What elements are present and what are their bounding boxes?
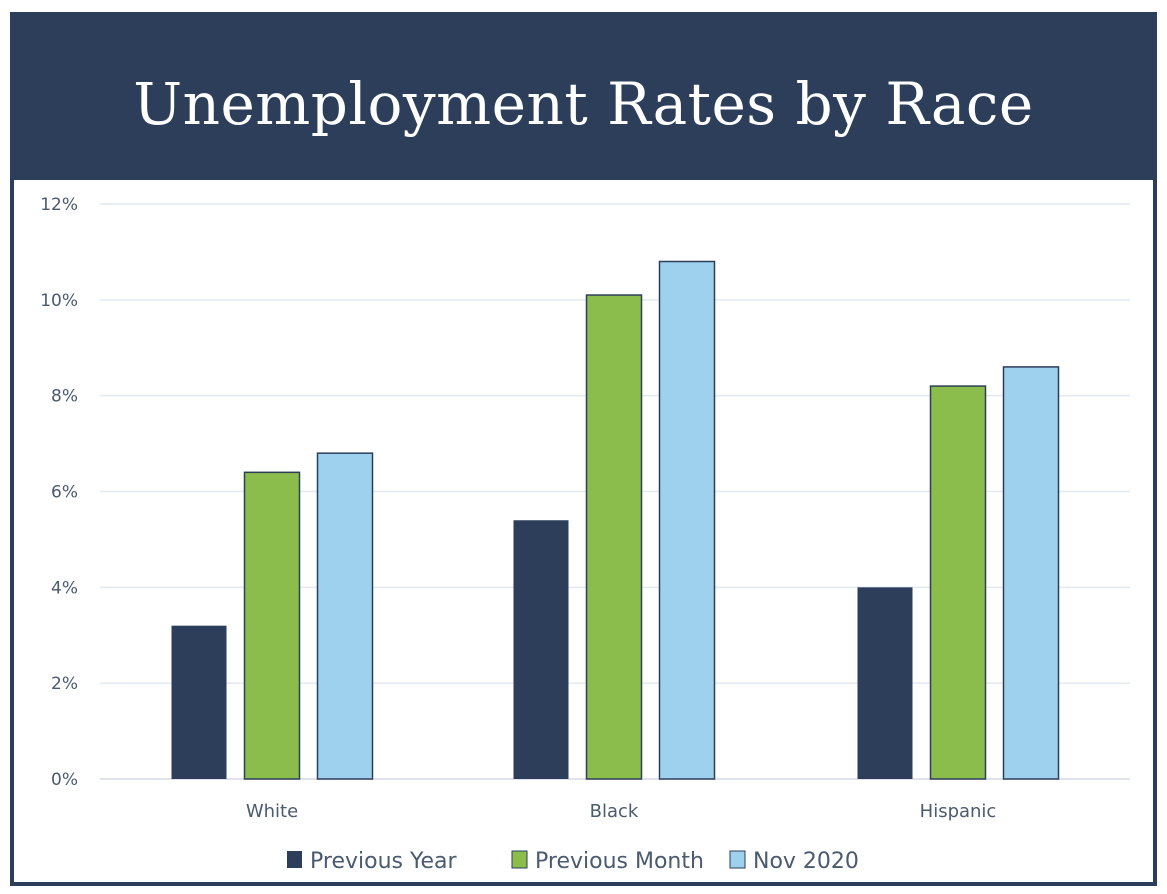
y-tick-label: 10% <box>40 291 78 311</box>
legend-swatch <box>511 850 528 869</box>
bar-previous-month <box>243 471 301 780</box>
bar-previous-year <box>171 625 227 779</box>
bar-previous-year <box>857 587 913 779</box>
y-tick-label: 4% <box>51 578 78 598</box>
chart-title: Unemployment Rates by Race <box>133 70 1034 138</box>
y-tick-label: 6% <box>51 483 78 503</box>
legend-swatch <box>729 850 746 869</box>
legend-label: Nov 2020 <box>753 849 859 874</box>
bar-previous-month <box>929 385 987 780</box>
x-tick-label: White <box>246 801 298 822</box>
bar-previous-year <box>513 520 569 779</box>
legend-label: Previous Year <box>310 849 458 874</box>
y-tick-label: 12% <box>40 195 78 215</box>
x-tick-label: Black <box>590 801 639 822</box>
y-tick-label: 2% <box>51 674 78 694</box>
legend-label: Previous Month <box>535 849 704 874</box>
y-tick-label: 8% <box>51 387 78 407</box>
legend-swatch <box>287 851 302 868</box>
chart-header: Unemployment Rates by Race <box>10 12 1157 180</box>
bar-nov-2020 <box>1002 366 1060 780</box>
bar-previous-month <box>585 294 643 780</box>
y-tick-label: 0% <box>51 770 78 790</box>
x-tick-label: Hispanic <box>920 801 997 822</box>
bar-nov-2020 <box>316 452 374 780</box>
bar-nov-2020 <box>658 260 716 780</box>
